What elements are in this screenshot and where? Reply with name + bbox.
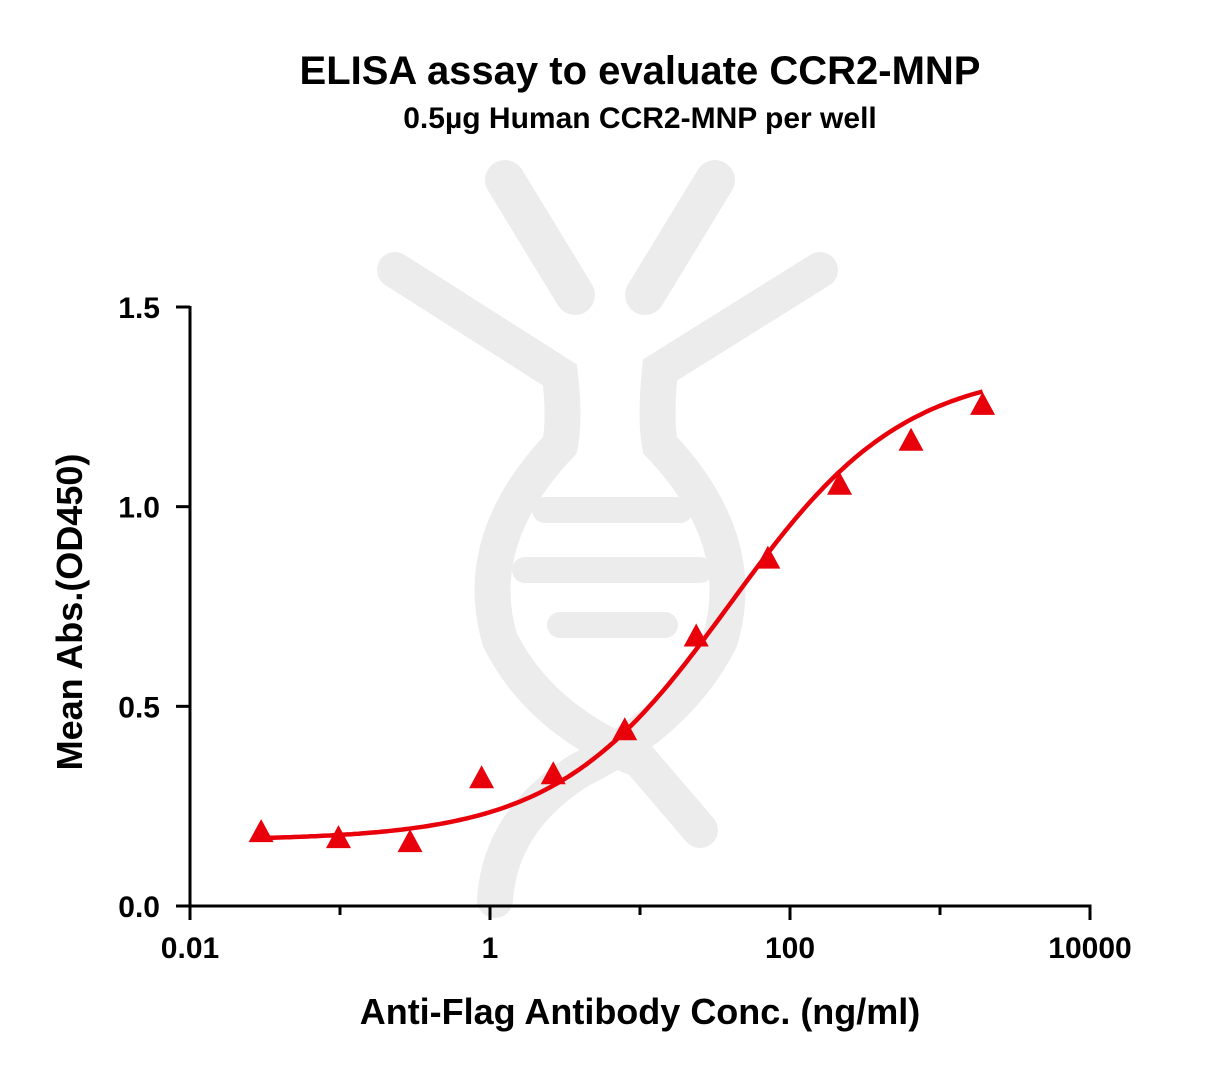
y-tick-label: 1.0 [118, 492, 160, 525]
x-tick-label: 10000 [1048, 932, 1131, 965]
x-axis: 0.01 1 100 10000 [161, 904, 1132, 965]
data-point [397, 829, 423, 853]
data-point [970, 391, 996, 415]
data-point [248, 819, 274, 843]
chart-title: ELISA assay to evaluate CCR2-MNP [300, 49, 981, 93]
data-point [898, 427, 924, 451]
plot-area [248, 389, 996, 853]
data-point [325, 825, 351, 849]
x-tick-label: 1 [482, 932, 499, 965]
y-tick-label: 1.5 [118, 292, 160, 325]
y-axis: 0.0 0.5 1.0 1.5 [118, 292, 192, 924]
x-tick-label: 0.01 [161, 932, 219, 965]
data-point [540, 761, 566, 785]
watermark-logo [377, 160, 838, 918]
data-point [612, 717, 638, 741]
x-tick-label: 100 [765, 932, 815, 965]
y-tick-label: 0.0 [118, 891, 160, 924]
data-point [827, 471, 853, 495]
x-axis-label: Anti-Flag Antibody Conc. (ng/ml) [360, 991, 921, 1032]
data-point [755, 545, 781, 569]
chart-subtitle: 0.5µg Human CCR2-MNP per well [403, 102, 877, 135]
data-point [469, 765, 495, 789]
y-tick-label: 0.5 [118, 691, 160, 724]
y-axis-label: Mean Abs.(OD450) [49, 454, 90, 771]
data-point [683, 623, 709, 647]
